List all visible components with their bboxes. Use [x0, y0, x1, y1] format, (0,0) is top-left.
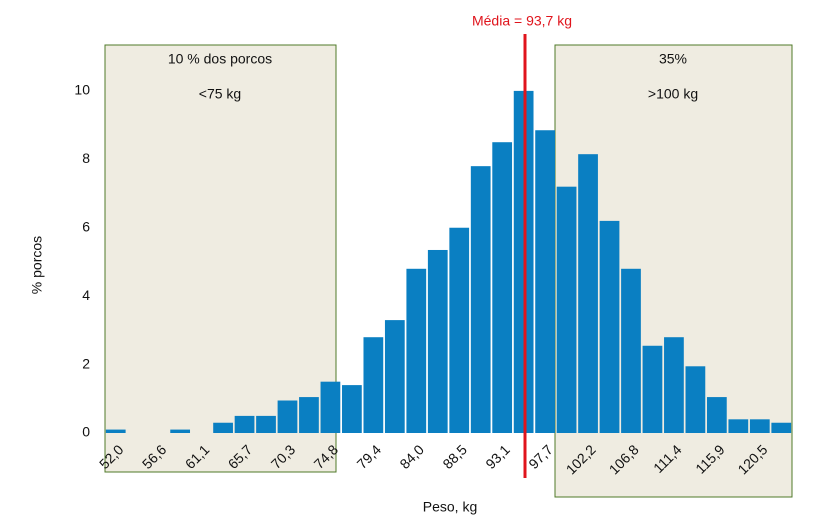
x-tick-label: 93,1 — [482, 441, 513, 472]
x-axis-label: Peso, kg — [423, 499, 477, 515]
bar — [470, 166, 491, 433]
bar — [599, 220, 620, 433]
bar — [213, 422, 233, 433]
bar — [728, 419, 749, 433]
chart-title: Média = 93,7 kg — [472, 13, 572, 29]
bar — [556, 186, 577, 433]
bar — [664, 337, 684, 433]
bar — [170, 429, 191, 433]
y-tick-label: 6 — [82, 218, 90, 234]
bar — [706, 397, 727, 433]
bar — [578, 154, 598, 433]
annotation: >100 kg — [648, 86, 698, 102]
x-tick-label: 79,4 — [354, 441, 385, 472]
bar — [749, 419, 770, 433]
bar — [105, 429, 126, 433]
y-tick-label: 0 — [82, 424, 90, 440]
bar — [427, 249, 448, 433]
y-tick-label: 8 — [82, 150, 90, 166]
bar — [363, 337, 384, 433]
bar — [449, 227, 470, 433]
annotation: 10 % dos porcos — [168, 51, 272, 67]
y-tick-label: 2 — [82, 355, 90, 371]
bar — [492, 142, 513, 434]
x-tick-label: 84,0 — [396, 441, 427, 472]
bar — [299, 397, 319, 433]
bar — [406, 268, 427, 433]
bar — [256, 415, 276, 433]
bar — [771, 422, 792, 433]
bar — [685, 366, 706, 433]
region-left — [104, 44, 337, 473]
x-tick-label: 88,5 — [439, 441, 470, 472]
y-tick-label: 10 — [74, 82, 90, 98]
bar — [234, 415, 255, 433]
y-tick-label: 4 — [82, 287, 90, 303]
bar — [621, 268, 641, 433]
bar — [320, 381, 341, 433]
bar — [342, 385, 362, 433]
x-tick-label: 97,7 — [525, 441, 556, 472]
bar — [535, 130, 555, 433]
annotation: 35% — [659, 51, 687, 67]
annotation: <75 kg — [199, 86, 241, 102]
bar — [277, 400, 298, 433]
bar — [642, 345, 663, 433]
y-axis-label: % porcos — [29, 236, 45, 294]
bar — [384, 320, 405, 433]
bars — [105, 90, 792, 434]
